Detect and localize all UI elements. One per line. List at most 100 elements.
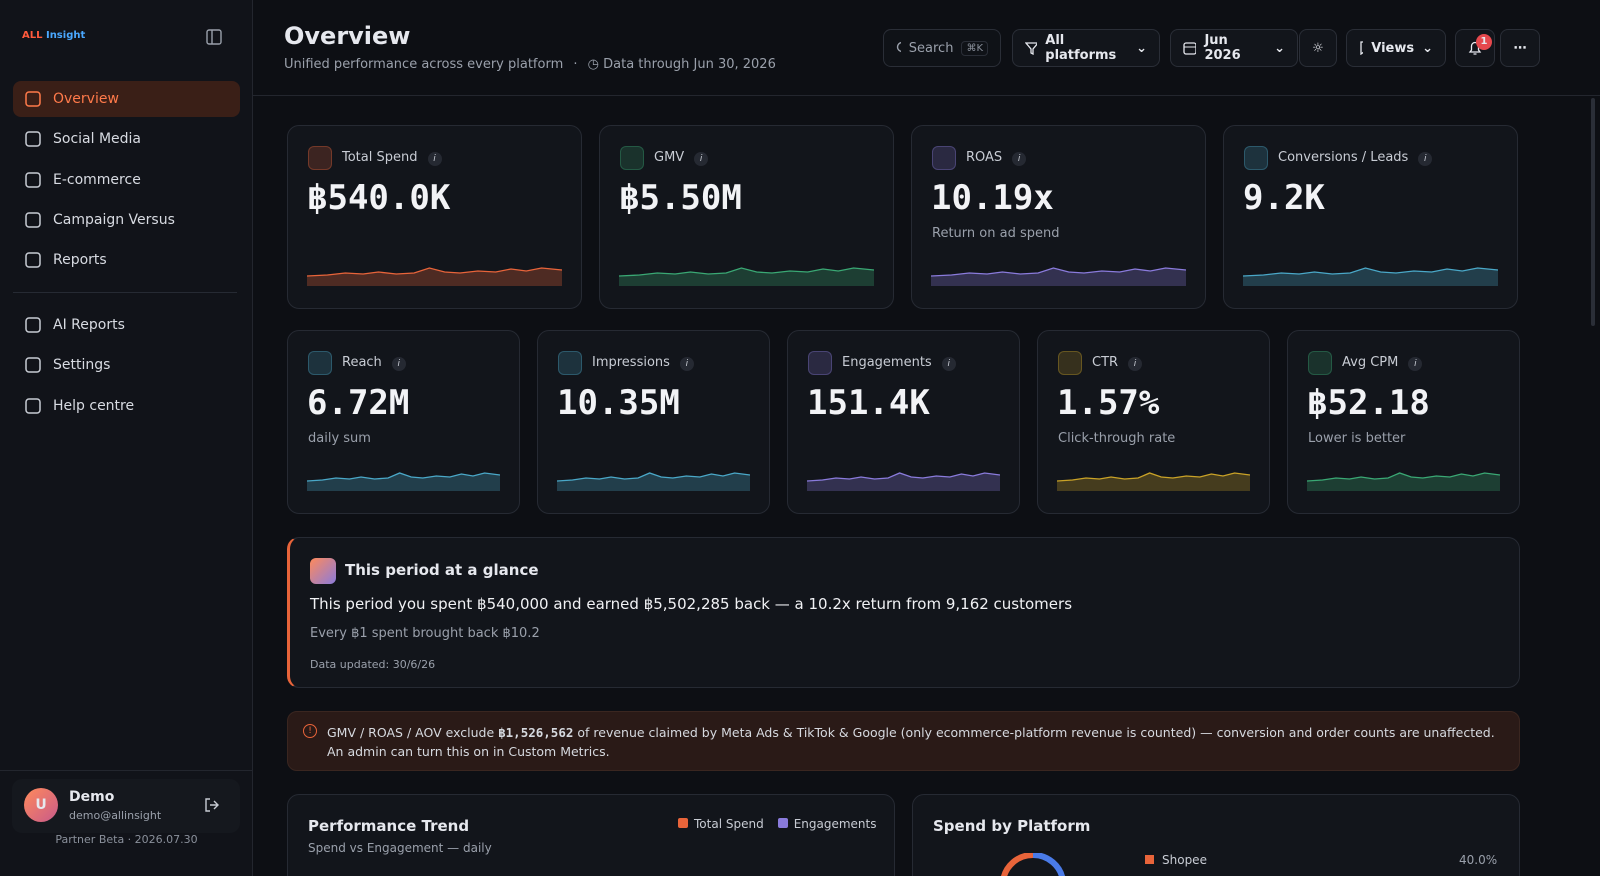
legend-label: Total Spend xyxy=(694,817,764,831)
sparkline-area xyxy=(307,473,500,491)
header: Overview Unified performance across ever… xyxy=(253,0,1600,96)
platform-item: Shopee xyxy=(1145,853,1207,867)
period-picker[interactable]: Jun 2026 ⌄ xyxy=(1170,29,1298,67)
nav-item[interactable]: AI Reports xyxy=(13,307,240,343)
sparkline xyxy=(1307,459,1500,491)
glance-icon xyxy=(310,558,336,584)
sparkline xyxy=(619,254,874,286)
more-button[interactable]: ⋯ xyxy=(1500,29,1540,67)
kpi-label: ROAS i xyxy=(966,150,1027,166)
nav-label: E-commerce xyxy=(53,171,141,188)
kpi-label-text: CTR xyxy=(1092,355,1119,370)
info-icon: i xyxy=(1418,152,1433,166)
kpi-icon xyxy=(1244,146,1268,170)
platform-name: Shopee xyxy=(1162,853,1207,867)
kpi-label: Impressions i xyxy=(592,355,694,371)
kpi-note: Return on ad spend xyxy=(932,226,1060,241)
icon-shape xyxy=(25,212,41,228)
nav-label: AI Reports xyxy=(53,317,125,333)
kpi-card: Impressions i 10.35M xyxy=(537,330,770,514)
kpi-icon xyxy=(808,351,832,375)
sparkline-line xyxy=(1057,473,1250,481)
kpi-icon xyxy=(932,146,956,170)
user-card[interactable]: U Demo demo@allinsight xyxy=(12,779,240,833)
kpi-value: ฿52.18 xyxy=(1307,383,1430,423)
notice-icon: ! xyxy=(303,724,317,738)
nav-icon xyxy=(25,252,41,268)
kpi-value: 151.4K xyxy=(807,383,930,423)
views-label: Views xyxy=(1371,40,1415,56)
glance-updated: Data updated: 30/6/26 xyxy=(310,658,436,671)
views-button[interactable]: Views ⌄ xyxy=(1346,29,1446,67)
donut xyxy=(1001,853,1065,876)
platform-filter[interactable]: All platforms ⌄ xyxy=(1012,29,1160,67)
kpi-label-text: ROAS xyxy=(966,150,1003,165)
info-icon: i xyxy=(694,152,709,166)
kpi-note: Lower is better xyxy=(1308,431,1406,446)
kpi-note: Click-through rate xyxy=(1058,431,1176,446)
nav-item[interactable]: Campaign Versus xyxy=(13,202,240,238)
icon-shape xyxy=(25,357,41,374)
kpi-note: daily sum xyxy=(308,431,371,446)
page-title: Overview xyxy=(284,22,411,50)
user-email: demo@allinsight xyxy=(69,809,162,822)
sidebar: ALL Insight Overview Social Media E-commer… xyxy=(0,0,253,876)
icon-shape xyxy=(25,252,41,268)
data-through: Data through Jun 30, 2026 xyxy=(603,57,776,72)
logout-icon[interactable] xyxy=(204,797,220,813)
trend-panel: Performance Trend Spend vs Engagement — … xyxy=(287,794,895,876)
info-icon: i xyxy=(427,152,442,166)
nav-icon xyxy=(25,357,41,374)
kpi-label: Reach i xyxy=(342,355,406,371)
theme-toggle[interactable]: ☼ xyxy=(1299,29,1337,67)
version: Partner Beta · 2026.07.30 xyxy=(55,833,198,846)
kpi-label-text: Reach xyxy=(342,355,382,370)
nav-item[interactable]: Reports xyxy=(13,242,240,278)
kpi-card: ROAS i 10.19x Return on ad spend xyxy=(911,125,1206,309)
sparkline xyxy=(307,254,562,286)
scrollbar xyxy=(1591,98,1595,326)
kpi-value: 1.57% xyxy=(1057,383,1160,423)
notice: ! GMV / ROAS / AOV exclude ฿1,526,562 of… xyxy=(287,711,1520,771)
sparkline-line xyxy=(557,473,750,481)
sparkline-line xyxy=(807,473,1000,481)
kpi-value: 6.72M xyxy=(307,383,410,423)
kpi-label-text: Total Spend xyxy=(342,150,418,165)
search[interactable]: Search ⌘K xyxy=(883,29,1001,67)
sparkline-area xyxy=(1307,473,1500,491)
kpi-label-text: GMV xyxy=(654,150,685,165)
kpi-card: CTR i 1.57% Click-through rate xyxy=(1037,330,1270,514)
kpi-card: Total Spend i ฿540.0K xyxy=(287,125,582,309)
legend-item: Total Spend xyxy=(678,817,764,831)
nav-item[interactable]: Help centre xyxy=(13,388,240,424)
notifications[interactable]: 1 xyxy=(1455,29,1495,67)
sparkline-line xyxy=(1307,473,1500,481)
sparkline-line xyxy=(307,268,562,276)
sparkline xyxy=(931,254,1186,286)
nav-item[interactable]: Overview xyxy=(13,81,240,117)
icon-shape xyxy=(25,131,41,148)
icon-shape xyxy=(25,317,41,333)
separator: · xyxy=(573,57,578,72)
kpi-label: GMV i xyxy=(654,150,709,166)
notice-text: GMV / ROAS / AOV exclude ฿1,526,562 of r… xyxy=(327,723,1507,761)
sparkline-line xyxy=(1243,268,1498,276)
nav-item[interactable]: Social Media xyxy=(13,121,240,157)
sparkline-area xyxy=(931,268,1186,286)
glance-title: This period at a glance xyxy=(345,561,539,579)
kpi-icon xyxy=(558,351,582,375)
sparkline xyxy=(557,459,750,491)
platform-panel: Spend by Platform Shopee 40.0% xyxy=(912,794,1520,876)
kpi-card: Conversions / Leads i 9.2K xyxy=(1223,125,1518,309)
trend-subtitle: Spend vs Engagement — daily xyxy=(308,841,492,855)
nav-item[interactable]: Settings xyxy=(13,347,240,383)
kpi-label: Engagements i xyxy=(842,355,956,371)
notification-badge: 1 xyxy=(1476,34,1492,50)
kpi-card: GMV i ฿5.50M xyxy=(599,125,894,309)
collapse-button[interactable] xyxy=(206,29,222,45)
legend-label: Engagements xyxy=(793,817,877,831)
glance-summary: This period you spent ฿540,000 and earne… xyxy=(310,595,1073,613)
nav-item[interactable]: E-commerce xyxy=(13,162,240,198)
glance-panel: This period at a glance This period you … xyxy=(287,537,1520,688)
